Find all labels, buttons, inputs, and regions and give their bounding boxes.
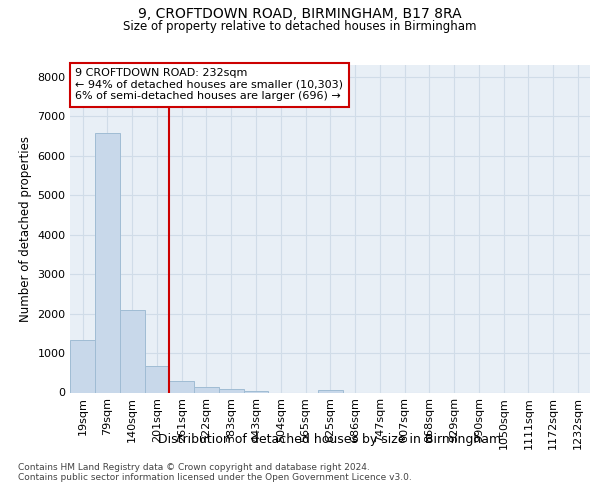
Bar bbox=[244, 390, 268, 392]
Bar bbox=[194, 387, 219, 392]
Text: Size of property relative to detached houses in Birmingham: Size of property relative to detached ho… bbox=[123, 20, 477, 33]
Bar bbox=[169, 380, 194, 392]
Bar bbox=[219, 389, 244, 392]
Text: 9 CROFTDOWN ROAD: 232sqm
← 94% of detached houses are smaller (10,303)
6% of sem: 9 CROFTDOWN ROAD: 232sqm ← 94% of detach… bbox=[76, 68, 343, 102]
Y-axis label: Number of detached properties: Number of detached properties bbox=[19, 136, 32, 322]
Text: 9, CROFTDOWN ROAD, BIRMINGHAM, B17 8RA: 9, CROFTDOWN ROAD, BIRMINGHAM, B17 8RA bbox=[138, 8, 462, 22]
Bar bbox=[95, 133, 120, 392]
Text: Contains public sector information licensed under the Open Government Licence v3: Contains public sector information licen… bbox=[18, 472, 412, 482]
Bar bbox=[318, 390, 343, 392]
Bar bbox=[120, 310, 145, 392]
Bar bbox=[145, 366, 169, 392]
Text: Distribution of detached houses by size in Birmingham: Distribution of detached houses by size … bbox=[158, 432, 502, 446]
Bar bbox=[70, 340, 95, 392]
Text: Contains HM Land Registry data © Crown copyright and database right 2024.: Contains HM Land Registry data © Crown c… bbox=[18, 462, 370, 471]
